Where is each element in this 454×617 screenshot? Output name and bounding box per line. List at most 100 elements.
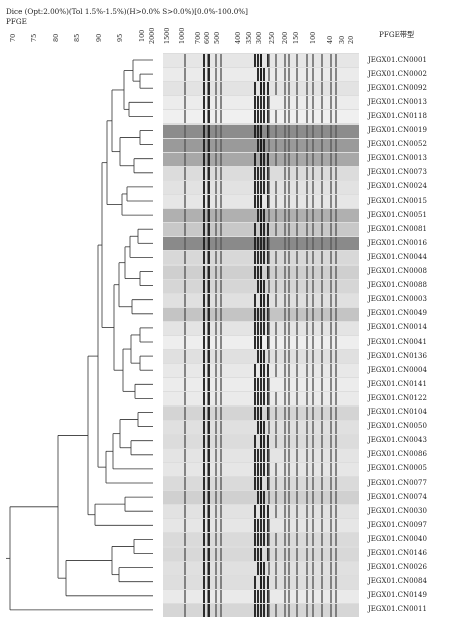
gel-band [257, 166, 260, 180]
gel-band [207, 293, 209, 307]
gel-band [257, 96, 260, 110]
gel-band [184, 364, 186, 378]
gel-band [215, 603, 217, 617]
gel-band [260, 96, 263, 110]
gel-band [257, 491, 260, 505]
gel-lane [163, 448, 359, 462]
gel-band [254, 152, 257, 166]
gel-band [257, 462, 260, 476]
gel-band [267, 364, 270, 378]
gel-band [321, 237, 323, 251]
gel-band [330, 138, 332, 152]
gel-band [260, 505, 263, 519]
gel-band [207, 68, 209, 82]
gel-band [335, 448, 337, 462]
gel-band [215, 293, 217, 307]
gel-band [208, 477, 210, 490]
gel-band [312, 96, 314, 110]
gel-band [296, 307, 298, 321]
gel-band [257, 279, 260, 293]
gel-band [220, 477, 222, 490]
pattern-label: JEGX01.CN0041 [368, 337, 427, 346]
gel-band [263, 392, 266, 406]
pattern-label: JEGX01.CN0004 [368, 365, 427, 374]
gel-band [208, 152, 210, 166]
gel-band [335, 462, 337, 476]
gel-band [335, 195, 337, 208]
gel-band [257, 561, 260, 575]
gel-band [207, 265, 209, 279]
gel-band [254, 392, 257, 406]
gel-band [306, 321, 308, 335]
gel-band [215, 462, 217, 476]
gel-band [257, 448, 260, 462]
gel-lane [163, 54, 359, 67]
gel-band [275, 505, 277, 519]
gel-band [335, 589, 337, 603]
gel-band [215, 223, 217, 237]
gel-band [296, 166, 298, 180]
gel-band [288, 477, 290, 490]
pattern-label: JEGX01.CN0001 [368, 55, 427, 64]
gel-band [184, 378, 186, 392]
gel-band [184, 561, 186, 575]
gel-lane [163, 265, 359, 279]
gel-band [260, 110, 263, 124]
gel-band [284, 265, 286, 279]
gel-band [220, 279, 222, 293]
gel-band [267, 293, 270, 307]
gel-band [184, 491, 186, 505]
gel-band [335, 505, 337, 519]
gel-band [184, 462, 186, 476]
gel-band [312, 237, 314, 251]
gel-band [220, 448, 222, 462]
gel-band [288, 392, 290, 406]
gel-band [284, 448, 286, 462]
gel-band [203, 448, 205, 462]
gel-band [184, 279, 186, 293]
gel-band [288, 110, 290, 124]
gel-band [260, 392, 263, 406]
gel-band [268, 420, 270, 434]
gel-band [296, 477, 298, 490]
gel-band [260, 237, 263, 251]
gel-band [208, 533, 210, 547]
gel-band [268, 448, 270, 462]
gel-band [335, 209, 337, 223]
gel-band [208, 307, 210, 321]
gel-band [215, 575, 217, 589]
gel-band [335, 293, 337, 307]
gel-band [321, 519, 323, 533]
gel-band [268, 251, 270, 265]
gel-band [203, 195, 205, 208]
gel-band [296, 378, 298, 392]
pattern-label: JEGX01.CN0013 [368, 97, 427, 106]
gel-band [260, 195, 263, 208]
gel-band [321, 124, 323, 138]
gel-band [254, 462, 257, 476]
gel-band [203, 124, 205, 138]
gel-band [306, 533, 308, 547]
gel-band [312, 561, 314, 575]
gel-band [208, 209, 210, 223]
gel-band [220, 138, 222, 152]
gel-lane [163, 533, 359, 547]
gel-band [330, 420, 332, 434]
gel-band [208, 434, 210, 448]
pattern-label: JEGX01.CN0015 [368, 196, 427, 205]
gel-band [296, 195, 298, 208]
gel-band [207, 392, 209, 406]
gel-lane [163, 68, 359, 82]
gel-band [215, 307, 217, 321]
gel-band [215, 166, 217, 180]
gel-band [312, 364, 314, 378]
gel-band [284, 477, 286, 490]
pattern-label: JEGX01.CN0019 [368, 126, 427, 134]
gel-band [263, 223, 266, 237]
gel-band [321, 223, 323, 237]
pattern-label: JEGX01.CN0073 [368, 168, 427, 177]
gel-band [330, 223, 332, 237]
gel-band [275, 533, 277, 547]
gel-band [207, 519, 209, 533]
gel-band [268, 603, 270, 617]
